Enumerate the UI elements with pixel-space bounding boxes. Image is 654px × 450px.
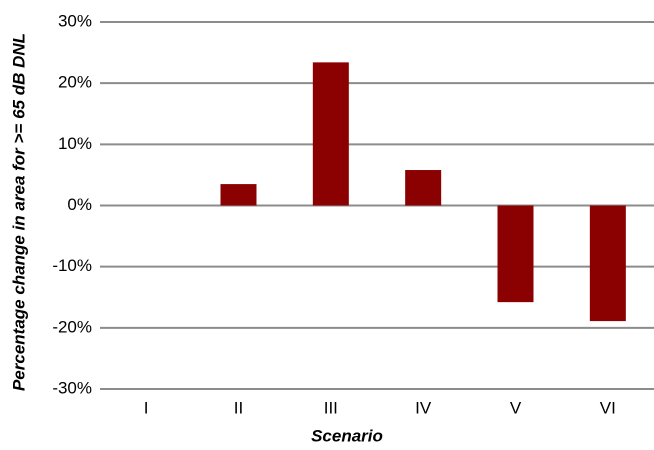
bar [312,62,349,206]
bar [497,205,534,303]
x-tick-label: VI [600,398,616,417]
y-tick-label: -20% [52,317,92,336]
y-tick-label: 30% [58,11,92,30]
bar [589,205,626,322]
bar [405,170,442,206]
y-tick-label: 10% [58,134,92,153]
y-tick-label: -30% [52,378,92,397]
y-tick-label: 0% [67,195,92,214]
bar [220,184,257,206]
x-tick-label: I [144,398,149,417]
y-axis-title: Percentage change in area for >= 65 dB D… [9,33,28,391]
x-axis-title: Scenario [311,426,383,445]
x-tick-label: V [510,398,522,417]
y-tick-label: 20% [58,73,92,92]
y-tick-label: -10% [52,256,92,275]
x-tick-label: IV [415,398,432,417]
x-tick-label: III [324,398,338,417]
x-tick-label: II [234,398,243,417]
